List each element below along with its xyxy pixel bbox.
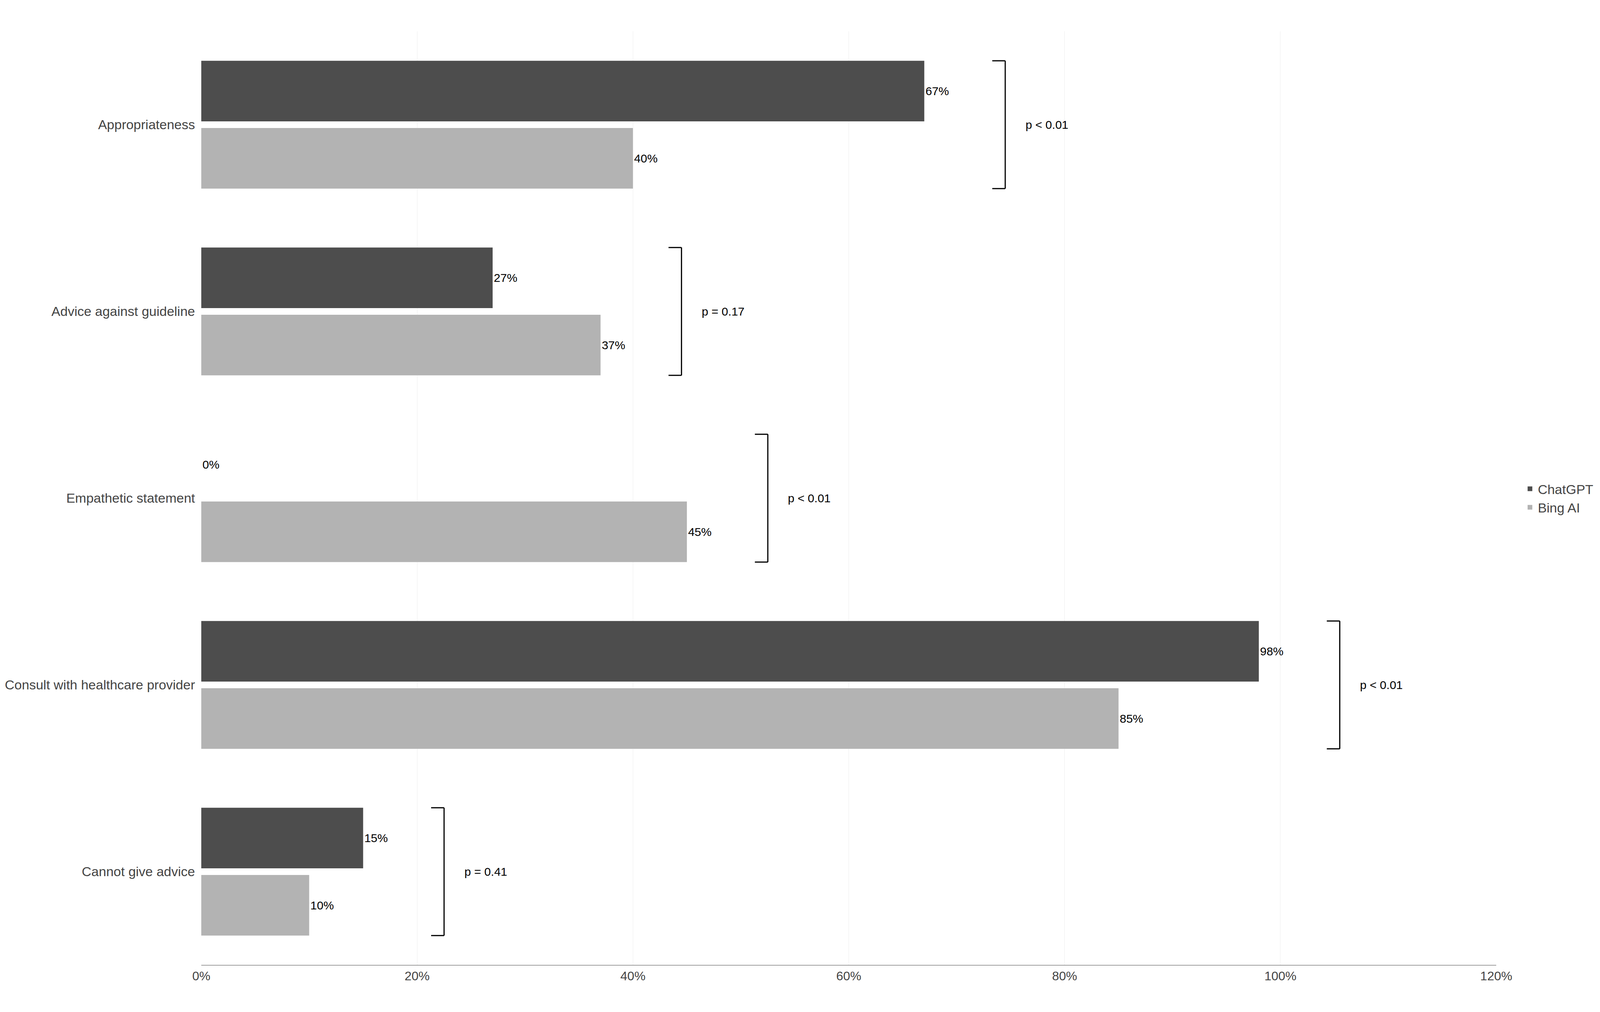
svg-text:98%: 98% [1260, 644, 1284, 658]
svg-text:p < 0.01: p < 0.01 [1025, 118, 1069, 132]
svg-text:10%: 10% [310, 899, 335, 912]
svg-text:20%: 20% [404, 969, 430, 984]
svg-text:Bing AI: Bing AI [1537, 500, 1581, 516]
svg-text:100%: 100% [1264, 969, 1297, 984]
svg-text:p < 0.01: p < 0.01 [787, 491, 831, 505]
svg-text:Advice against guideline: Advice against guideline [51, 303, 196, 319]
svg-text:0%: 0% [192, 969, 211, 984]
svg-text:p < 0.01: p < 0.01 [1359, 678, 1403, 692]
svg-text:Cannot give advice: Cannot give advice [81, 864, 196, 880]
svg-text:0%: 0% [202, 458, 220, 472]
svg-text:80%: 80% [1052, 969, 1078, 984]
svg-text:Empathetic statement: Empathetic statement [66, 490, 196, 506]
svg-text:45%: 45% [688, 525, 712, 539]
svg-text:ChatGPT: ChatGPT [1537, 482, 1594, 497]
svg-text:15%: 15% [364, 831, 388, 845]
svg-text:67%: 67% [925, 84, 949, 98]
svg-text:37%: 37% [601, 338, 626, 352]
svg-text:p = 0.17: p = 0.17 [701, 305, 745, 318]
svg-text:40%: 40% [620, 969, 646, 984]
svg-text:Appropriateness: Appropriateness [97, 117, 196, 132]
svg-text:27%: 27% [493, 271, 518, 285]
svg-text:85%: 85% [1119, 712, 1144, 726]
svg-text:60%: 60% [836, 969, 862, 984]
svg-text:120%: 120% [1480, 969, 1513, 984]
svg-text:Consult with healthcare provid: Consult with healthcare provider [4, 677, 196, 693]
svg-text:p = 0.41: p = 0.41 [464, 865, 508, 879]
svg-text:40%: 40% [633, 151, 658, 165]
